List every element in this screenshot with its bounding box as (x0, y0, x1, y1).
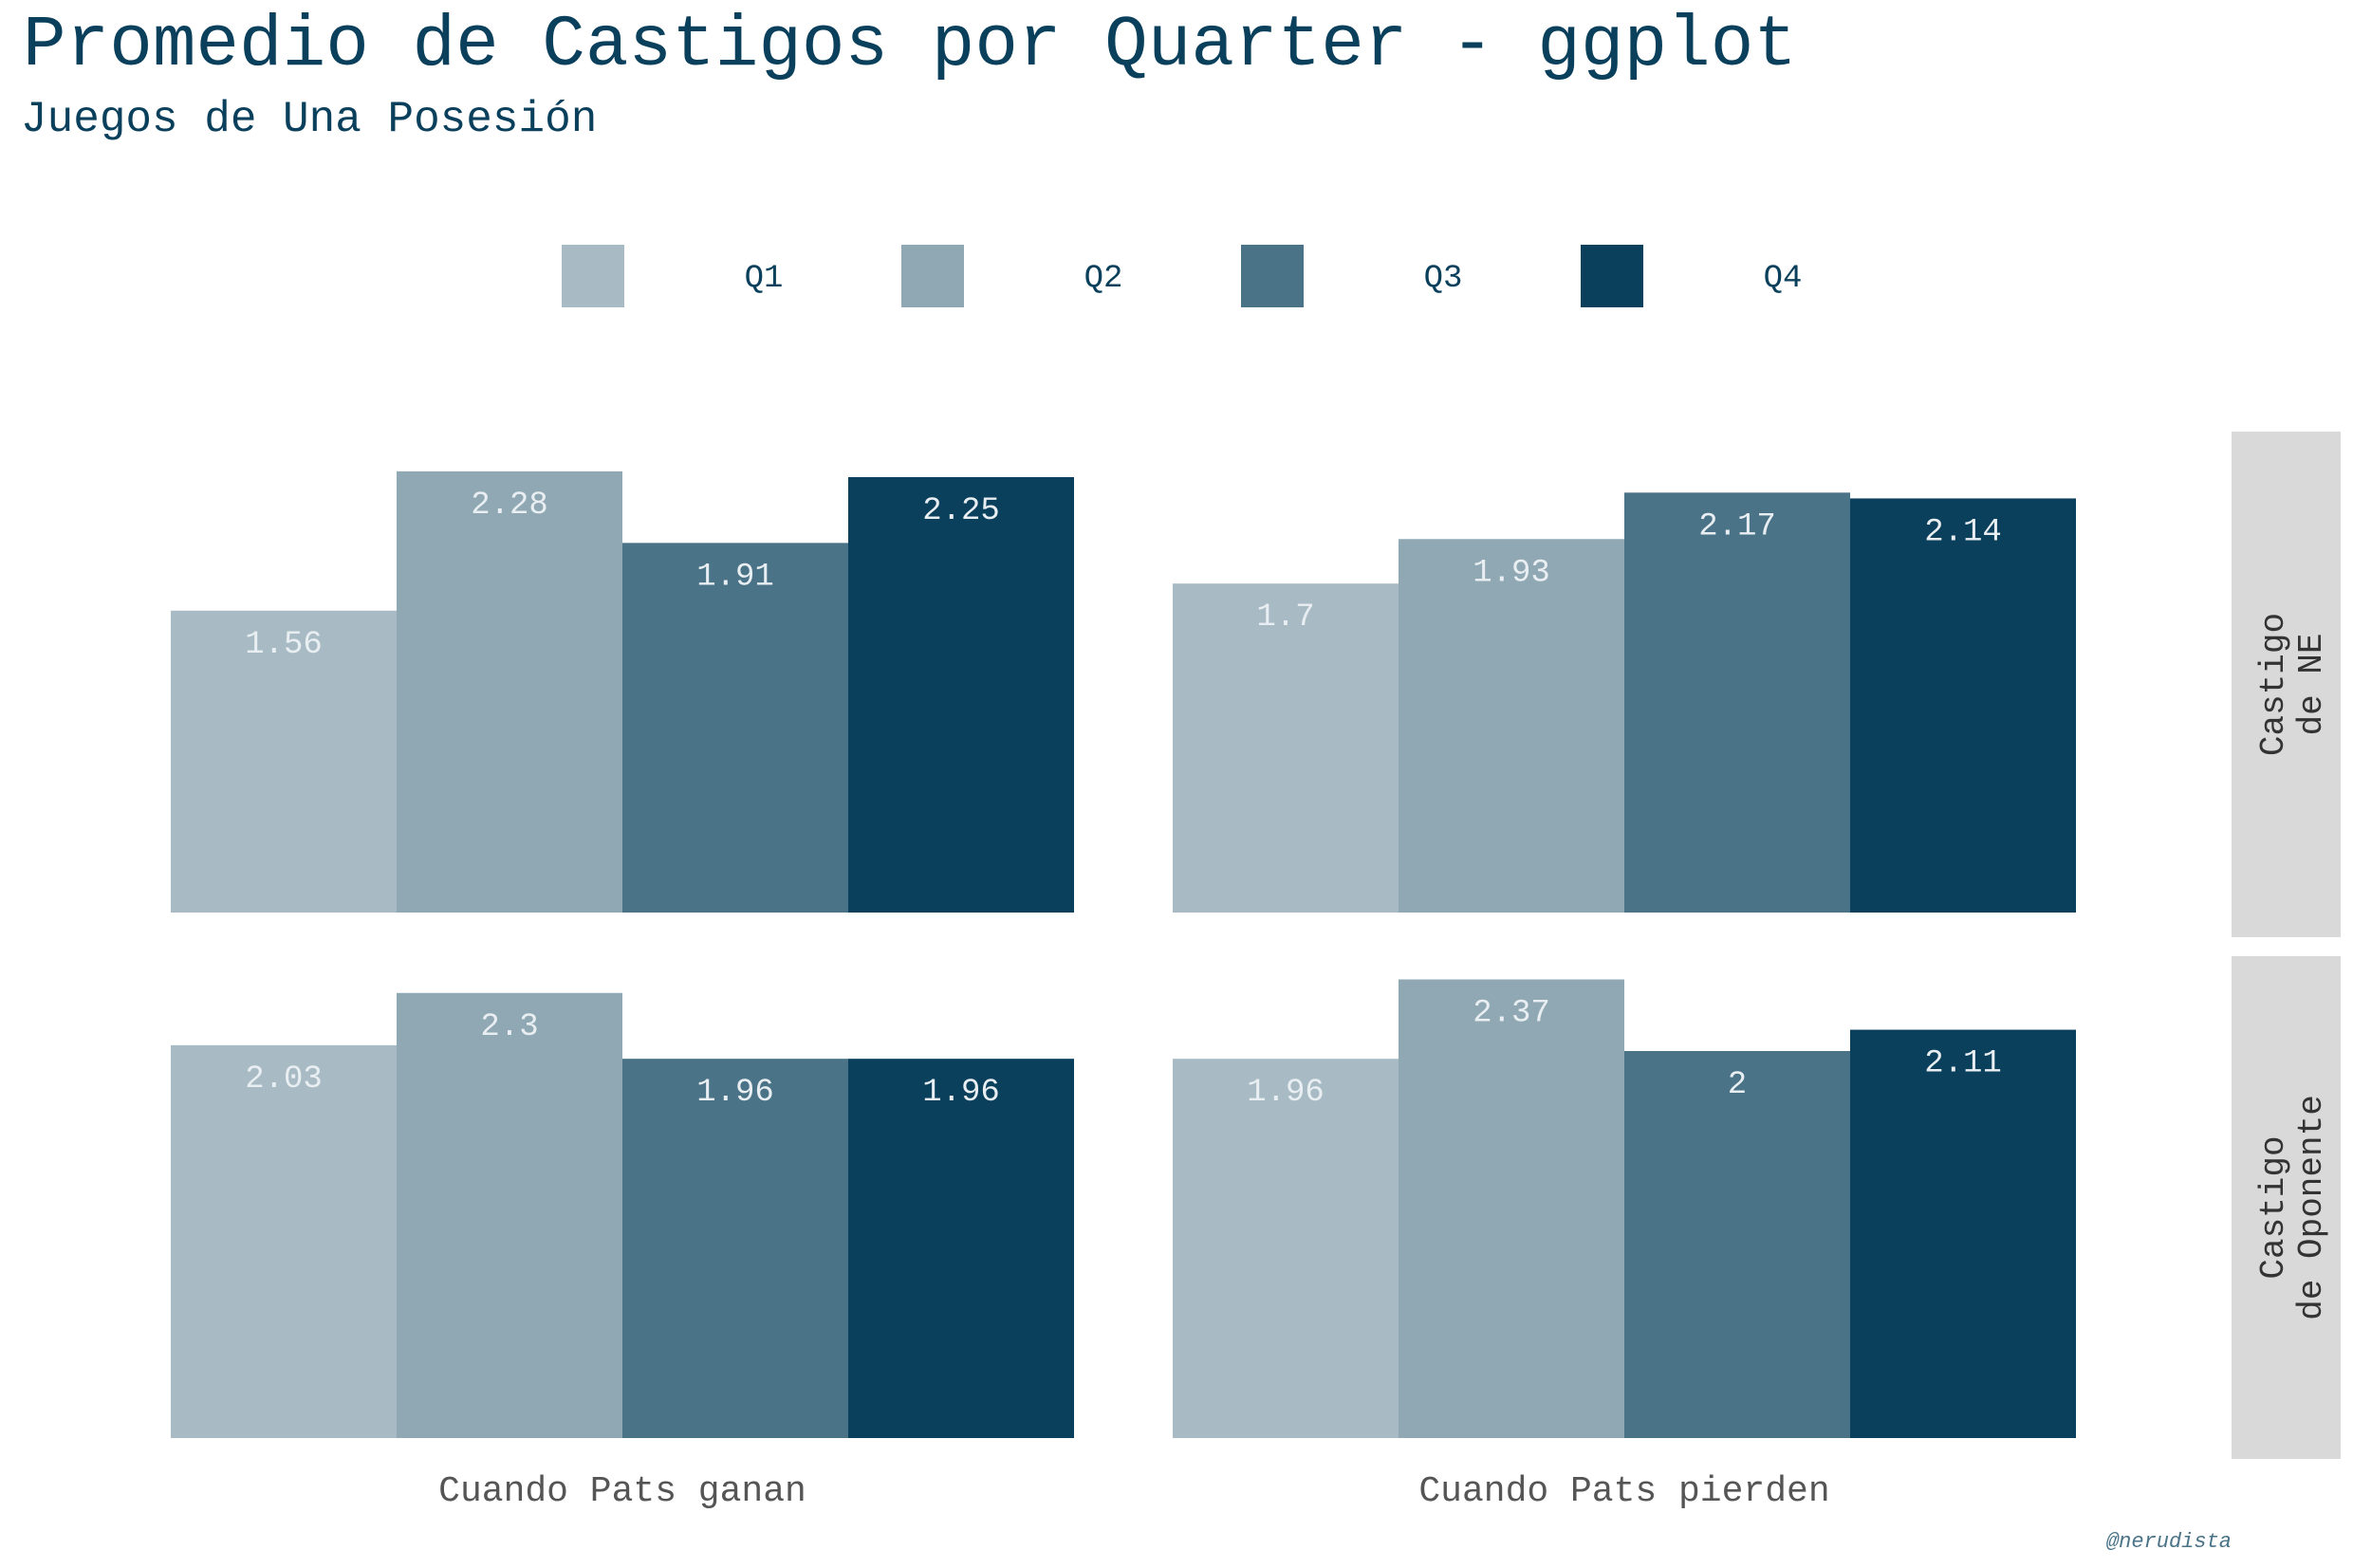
chart-subtitle: Juegos de Una Posesión (21, 95, 597, 144)
bar-value-label: 1.56 (245, 627, 323, 663)
legend-label-q1: Q1 (745, 261, 784, 297)
bar-q4 (1850, 1029, 2076, 1438)
bar-q1 (171, 1044, 397, 1438)
legend-swatch-q2 (901, 245, 964, 307)
bar-value-label: 2.3 (480, 1009, 538, 1045)
bar-value-label: 2.25 (922, 493, 1000, 529)
bar-q2 (1399, 539, 1624, 913)
legend-swatch-q1 (562, 245, 624, 307)
strip-label: Castigode Oponente (2254, 1095, 2331, 1320)
bar-q4 (848, 1059, 1074, 1438)
bar-q2 (397, 470, 622, 913)
chart-title: Promedio de Castigos por Quarter - ggplo… (23, 5, 1797, 86)
legend-label-q4: Q4 (1764, 261, 1803, 297)
chart-caption: @nerudista (2106, 1530, 2232, 1554)
strip-label: Castigode NE (2254, 613, 2331, 756)
bar-q4 (1850, 498, 2076, 913)
bar-q2 (1399, 979, 1624, 1438)
bar-value-label: 2.17 (1698, 508, 1776, 544)
bar-q1 (1173, 1059, 1399, 1438)
column-labels: Cuando Pats ganan Cuando Pats pierden (438, 1471, 1829, 1512)
bar-q3 (622, 543, 848, 913)
strip-background (2232, 432, 2341, 937)
bar-value-label: 2.03 (245, 1061, 323, 1098)
bar-value-label: 1.93 (1473, 555, 1550, 591)
panel-r1-c2: 1.7 1.93 2.17 2.14 (1173, 492, 2076, 913)
panel-r2-c2: 1.96 2.37 2 2.11 (1173, 979, 2076, 1438)
legend-label-q2: Q2 (1084, 261, 1123, 297)
row-strip-1: Castigode NE (2232, 432, 2341, 937)
panel-r1-c1: 1.56 2.28 1.91 2.25 (171, 470, 1074, 913)
bar-value-label: 1.96 (1247, 1075, 1325, 1111)
bar-value-label: 2.28 (471, 488, 548, 524)
bar-value-label: 1.7 (1256, 600, 1314, 636)
panels: 1.56 2.28 1.91 2.25 1.7 1.93 2.17 2.14 2.03 2.3 1.… (171, 470, 2076, 1438)
bar-value-label: 1.96 (696, 1075, 774, 1111)
bar-value-label: 2.14 (1924, 514, 2002, 550)
bar-value-label: 1.91 (696, 559, 774, 595)
strip-background (2232, 956, 2341, 1459)
bar-value-label: 2 (1728, 1067, 1747, 1103)
bar-q1 (171, 610, 397, 913)
bar-q2 (397, 992, 622, 1438)
row-strips: Castigode NE Castigode Oponente (2232, 432, 2341, 1459)
bar-value-label: 2.37 (1473, 996, 1550, 1032)
column-label-1: Cuando Pats ganan (438, 1471, 806, 1512)
bar-value-label: 2.11 (1924, 1046, 2002, 1082)
legend-swatch-q3 (1241, 245, 1304, 307)
bar-q1 (1173, 583, 1399, 913)
bar-q3 (622, 1059, 848, 1438)
bar-value-label: 1.96 (922, 1075, 1000, 1111)
legend-swatch-q4 (1581, 245, 1643, 307)
bar-q3 (1624, 492, 1850, 913)
legend-label-q3: Q3 (1424, 261, 1463, 297)
row-strip-2: Castigode Oponente (2232, 956, 2341, 1459)
legend: Q1 Q2 Q3 Q4 (562, 245, 1802, 307)
bar-q4 (848, 477, 1074, 913)
column-label-2: Cuando Pats pierden (1418, 1471, 1829, 1512)
panel-r2-c1: 2.03 2.3 1.96 1.96 (171, 992, 1074, 1438)
bar-q3 (1624, 1051, 1850, 1438)
